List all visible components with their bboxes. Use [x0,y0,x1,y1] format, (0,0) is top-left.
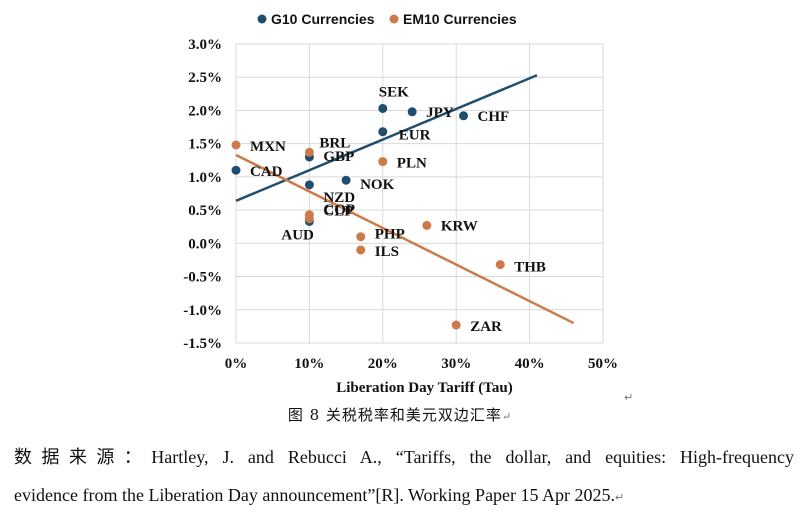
point-label-pln: PLN [397,156,427,172]
data-point-nok [341,175,351,185]
point-label-thb: THB [514,260,546,276]
x-tick-label: 30% [441,356,471,372]
data-point-eur [378,127,388,137]
point-label-php: PHP [375,227,405,243]
y-tick-label: -1.5% [183,336,222,352]
data-point-sek [378,103,388,113]
point-label-aud: AUD [281,227,314,243]
source-line-2: evidence from the Liberation Day announc… [14,485,794,506]
point-label-clp: CLP [323,204,353,220]
legend-entry: EM10 Currencies [403,11,517,27]
data-point-php [356,232,366,242]
data-point-zar [451,320,461,330]
data-point-mxn [231,140,241,150]
point-label-zar: ZAR [470,319,502,335]
scatter-chart: G10 Currencies EM10 Currencies 3.0% 2.5% 2.… [183,11,618,396]
point-label-sek: SEK [379,84,409,100]
x-tick-label: 0% [225,356,248,372]
legend-entry: G10 Currencies [271,11,375,27]
figure-caption: 图 8 关税税率和美元双边汇率↵ [0,404,800,425]
x-tick-label: 40% [515,356,545,372]
y-tick-label: 0.0% [188,236,222,252]
point-label-krw: KRW [441,218,478,234]
x-axis-label: Liberation Day Tariff (Tau) [336,380,513,396]
y-tick-label: 0.5% [188,203,222,219]
data-point-thb [495,260,505,270]
data-points [231,103,505,330]
chart-legend: G10 Currencies EM10 Currencies [257,11,517,27]
caption-return-mark: ↵ [501,410,513,423]
point-label-ils: ILS [375,244,399,260]
data-point-pln [378,157,388,167]
chart-gridlines [235,43,604,344]
point-label-cad: CAD [250,164,283,180]
point-label-eur: EUR [399,128,431,144]
chart-axes: 3.0% 2.5% 2.0% 1.5% 1.0% 0.5% 0.0% -0.5% -1.0% -1… [183,37,618,372]
point-label-chf: CHF [478,109,510,125]
source-line-1: 数据来源：Hartley, J. and Rebucci A., “Tariff… [14,447,794,467]
y-tick-label: 1.0% [188,170,222,186]
source-return-mark: ↵ [615,492,625,504]
data-point-brl [304,147,314,157]
source-line-2-text: evidence from the Liberation Day announc… [14,485,616,505]
data-point-clp [304,214,314,224]
legend-marker [389,14,399,24]
paragraph-mark: ↵ [624,391,634,404]
point-label-nzd: NZD [323,190,355,206]
point-label-gbp: GBP [323,149,354,165]
point-label-jpy: JPY [426,105,454,121]
point-label-brl: BRL [319,135,350,151]
y-tick-label: -0.5% [183,270,222,286]
legend-marker [257,14,267,24]
x-tick-label: 10% [294,356,324,372]
trend-line [235,153,575,325]
caption-text: 图 8 关税税率和美元双边汇率 [287,406,502,424]
trend-lines [235,74,575,325]
data-point-chf [459,111,469,121]
point-label-mxn: MXN [250,139,286,155]
data-point-jpy [407,107,417,117]
x-tick-label: 20% [368,356,398,372]
x-tick-label: 50% [588,356,618,372]
y-tick-label: 3.0% [188,37,222,53]
data-point-cad [231,165,241,175]
y-tick-label: 2.0% [188,103,222,119]
data-point-krw [422,220,432,230]
y-tick-label: 1.5% [188,137,222,153]
y-tick-label: 2.5% [188,70,222,86]
y-tick-label: -1.0% [183,303,222,319]
point-label-nok: NOK [360,177,395,193]
point-label-cop: COP [323,202,355,218]
data-point-ils [356,245,366,255]
data-point-nzd [304,180,314,190]
